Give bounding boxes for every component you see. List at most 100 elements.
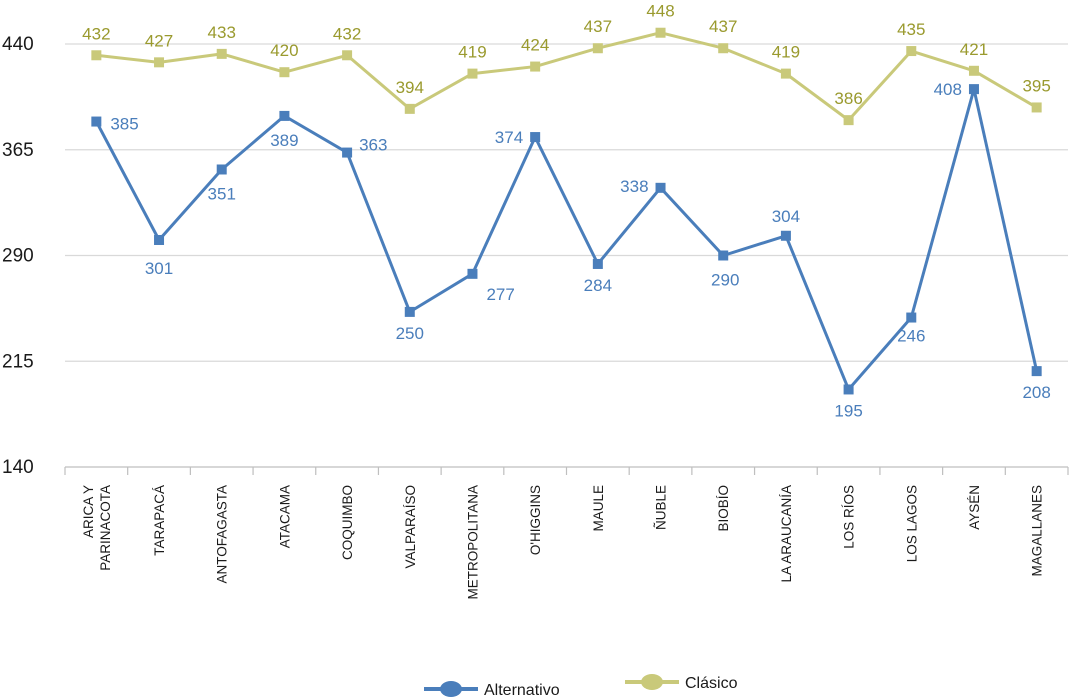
data-label-clasico: 427 <box>145 31 173 50</box>
data-point-clasico <box>592 43 603 54</box>
data-point-alternativo <box>467 268 478 279</box>
y-tick-label: 365 <box>2 140 34 161</box>
x-tick-label: ÑUBLE <box>654 485 669 530</box>
data-point-alternativo <box>342 147 353 158</box>
data-label-alternativo: 250 <box>396 324 424 343</box>
x-tick-label: TARAPACÁ <box>152 485 167 556</box>
data-point-clasico <box>530 61 541 72</box>
data-label-alternativo: 385 <box>110 115 138 134</box>
data-point-clasico <box>906 46 917 57</box>
data-label-clasico: 394 <box>396 78 424 97</box>
data-point-alternativo <box>718 250 729 261</box>
data-label-clasico: 420 <box>270 41 298 60</box>
data-label-clasico: 424 <box>521 36 549 55</box>
data-label-clasico: 437 <box>584 17 612 36</box>
data-point-alternativo <box>906 312 917 323</box>
data-point-alternativo <box>530 132 541 143</box>
data-point-alternativo <box>968 84 979 95</box>
x-tick-label: MAULE <box>591 485 606 532</box>
x-axis-labels: ARICA Y PARINACOTA TARAPACÁ ANTOFAGASTA ATAC… <box>81 485 1045 600</box>
data-point-clasico <box>467 68 478 79</box>
legend-swatch-marker <box>641 674 663 690</box>
data-point-clasico <box>404 103 415 114</box>
data-label-alternativo: 301 <box>145 259 173 278</box>
series-line-alternativo <box>95 87 1039 391</box>
data-label-alternativo: 351 <box>208 184 236 203</box>
data-point-alternativo <box>655 182 666 193</box>
data-label-alternativo: 195 <box>834 401 862 420</box>
x-tick-label: LA ARAUCANÍA <box>779 485 794 583</box>
data-label-clasico: 448 <box>646 2 674 21</box>
legend-item-clasico: Clásico <box>625 674 738 692</box>
data-point-clasico <box>1031 102 1042 113</box>
data-point-clasico <box>843 115 854 126</box>
data-point-alternativo <box>843 384 854 395</box>
legend-label: Alternativo <box>484 682 560 699</box>
data-label-clasico: 419 <box>772 43 800 62</box>
y-axis-ticks: 140 215 290 365 440 <box>2 34 34 478</box>
data-label-alternativo: 246 <box>897 327 925 346</box>
data-point-clasico <box>780 68 791 79</box>
x-tick-label: COQUIMBO <box>340 485 355 560</box>
series-points <box>91 27 1042 395</box>
data-label-alternativo: 408 <box>934 80 962 99</box>
legend-item-alternativo: Alternativo <box>424 681 560 699</box>
data-label-clasico: 386 <box>834 89 862 108</box>
data-point-alternativo <box>154 234 165 245</box>
data-point-alternativo <box>1031 366 1042 377</box>
legend-label: Clásico <box>685 675 738 692</box>
data-point-clasico <box>968 65 979 76</box>
series-lines <box>95 31 1039 391</box>
data-label-clasico: 395 <box>1022 76 1050 95</box>
y-tick-label: 290 <box>2 246 34 267</box>
data-point-clasico <box>216 48 227 59</box>
series-line-clasico <box>96 31 1038 122</box>
data-point-alternativo <box>279 110 290 121</box>
data-point-alternativo <box>404 306 415 317</box>
data-label-clasico: 437 <box>709 17 737 36</box>
legend: Alternativo Clásico <box>424 674 738 699</box>
data-point-clasico <box>655 27 666 38</box>
data-point-clasico <box>342 50 353 61</box>
data-label-alternativo: 284 <box>584 276 612 295</box>
data-label-alternativo: 277 <box>486 285 514 304</box>
data-point-clasico <box>154 57 165 68</box>
data-label-alternativo: 363 <box>359 136 387 155</box>
data-label-alternativo: 374 <box>495 128 523 147</box>
data-point-clasico <box>718 43 729 54</box>
data-label-clasico: 432 <box>333 24 361 43</box>
x-tick-label: ANTOFAGASTA <box>215 485 230 584</box>
data-point-clasico <box>91 50 102 61</box>
x-tick-label: METROPOLITANA <box>465 485 480 600</box>
x-tick-label: AYSÉN <box>967 485 982 530</box>
data-label-clasico: 419 <box>458 43 486 62</box>
data-label-alternativo: 338 <box>620 177 648 196</box>
x-tick-label: LOS RÍOS <box>842 485 857 549</box>
data-label-clasico: 433 <box>208 23 236 42</box>
y-tick-label: 140 <box>2 457 34 478</box>
x-tick-label: ARICA Y PARINACOTA <box>81 485 113 571</box>
data-point-alternativo <box>592 258 603 269</box>
data-point-alternativo <box>780 230 791 241</box>
x-tick-label: LOS LAGOS <box>904 485 919 562</box>
data-point-alternativo <box>216 164 227 175</box>
data-point-clasico <box>279 67 290 78</box>
data-label-clasico: 421 <box>960 40 988 59</box>
legend-swatch-marker <box>440 681 462 697</box>
data-label-alternativo: 290 <box>711 271 739 290</box>
data-label-clasico: 432 <box>82 24 110 43</box>
x-axis <box>64 466 1069 475</box>
data-label-alternativo: 389 <box>270 131 298 150</box>
data-label-clasico: 435 <box>897 20 925 39</box>
data-label-alternativo: 304 <box>772 207 800 226</box>
x-tick-label: O'HIGGINS <box>528 485 543 555</box>
y-tick-label: 440 <box>2 34 34 55</box>
x-tick-label: BIOBÍO <box>716 485 731 532</box>
data-point-alternativo <box>91 116 102 127</box>
x-tick-label: MAGALLANES <box>1030 485 1045 577</box>
gridlines <box>65 43 1068 362</box>
y-tick-label: 215 <box>2 351 34 372</box>
x-tick-label: ATACAMA <box>277 485 292 548</box>
x-tick-label: VALPARAÍSO <box>403 485 418 569</box>
